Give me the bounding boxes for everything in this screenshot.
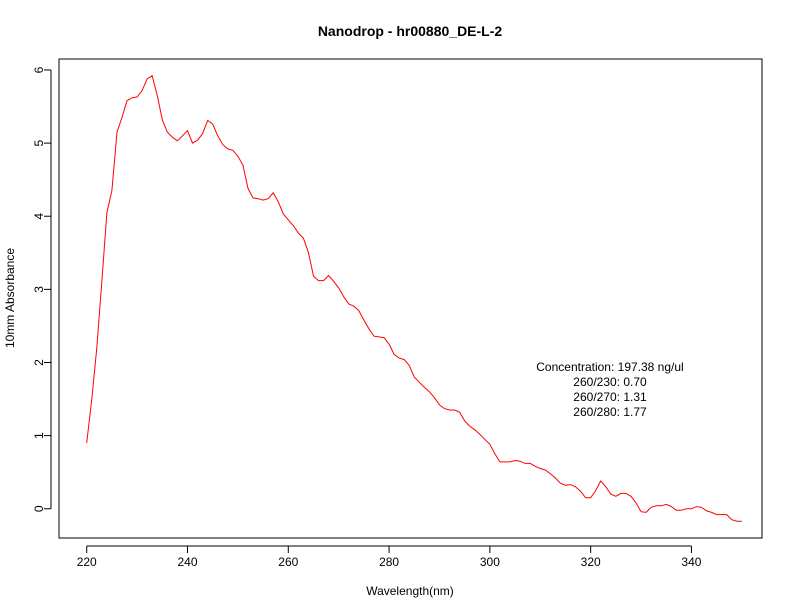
y-tick-label: 0 bbox=[32, 505, 46, 512]
absorbance-series-line bbox=[86, 75, 742, 522]
x-axis-label: Wavelength(nm) bbox=[366, 584, 454, 598]
x-tick-label: 300 bbox=[480, 555, 500, 569]
y-tick-label: 2 bbox=[32, 359, 46, 366]
x-tick-label: 220 bbox=[77, 555, 97, 569]
ratio-text: 260/280: 1.77 bbox=[573, 405, 647, 419]
x-tick-label: 240 bbox=[177, 555, 197, 569]
x-axis: 220 240 260 280 300 320 340 bbox=[77, 545, 702, 569]
x-tick-label: 280 bbox=[379, 555, 399, 569]
x-tick-label: 320 bbox=[581, 555, 601, 569]
concentration-text: Concentration: 197.38 ng/ul bbox=[536, 360, 683, 374]
y-axis: 0 1 2 3 4 5 6 bbox=[32, 66, 52, 512]
y-tick-label: 6 bbox=[32, 66, 46, 73]
chart-title: Nanodrop - hr00880_DE-L-2 bbox=[318, 23, 503, 39]
y-tick-label: 4 bbox=[32, 213, 46, 220]
y-tick-label: 3 bbox=[32, 286, 46, 293]
plot-frame bbox=[58, 58, 763, 539]
y-tick-label: 5 bbox=[32, 139, 46, 146]
y-axis-label: 10mm Absorbance bbox=[3, 248, 17, 348]
ratio-text: 260/270: 1.31 bbox=[573, 390, 647, 404]
x-tick-label: 340 bbox=[681, 555, 701, 569]
ratio-text: 260/230: 0.70 bbox=[573, 375, 647, 389]
x-tick-label: 260 bbox=[278, 555, 298, 569]
y-tick-label: 1 bbox=[32, 432, 46, 439]
